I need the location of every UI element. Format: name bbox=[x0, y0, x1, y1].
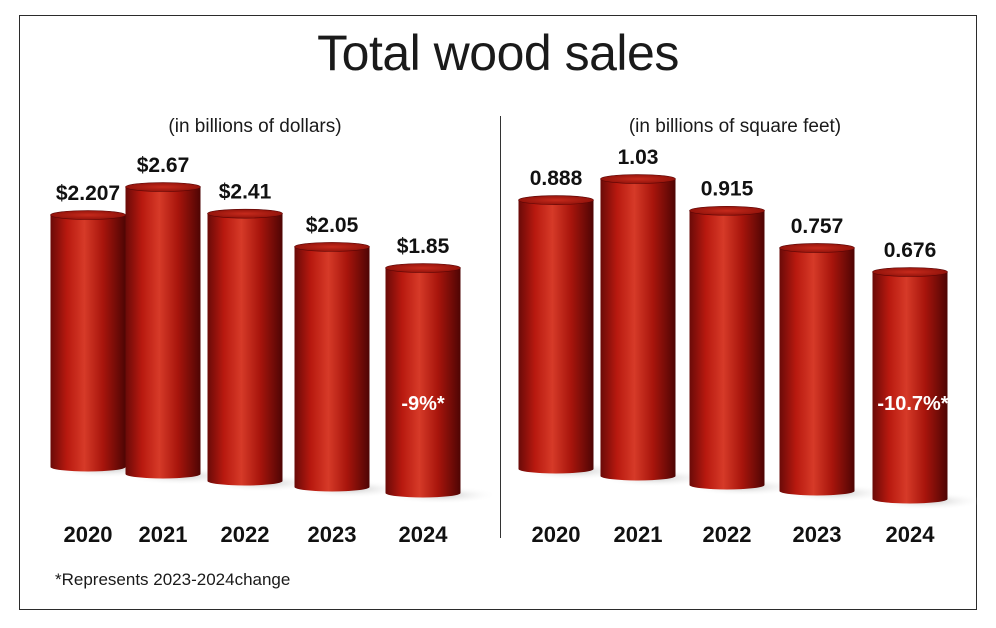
left-chart-panel: $2.207 2020 $2.67 2021 $2.41 2022 $2.05 2023 $1.… bbox=[49, 154, 498, 547]
right-panel-subtitle: (in billions of square feet) bbox=[628, 116, 842, 137]
year-label: 2021 bbox=[139, 522, 188, 547]
bar-top bbox=[294, 242, 370, 252]
value-label: $1.85 bbox=[397, 235, 450, 258]
value-label: $2.207 bbox=[56, 182, 120, 205]
bar-body bbox=[50, 215, 126, 472]
right-chart-panel: 0.888 2020 1.03 2021 0.915 2022 0.757 2023 0.676… bbox=[517, 146, 985, 547]
bar-body bbox=[779, 247, 855, 496]
bar-2024 bbox=[871, 267, 985, 510]
chart-title: Total wood sales bbox=[317, 25, 679, 81]
bar-top bbox=[600, 174, 676, 184]
year-label: 2020 bbox=[64, 522, 113, 547]
value-label: 0.888 bbox=[530, 167, 583, 190]
bar-body bbox=[689, 210, 765, 490]
year-label: 2023 bbox=[793, 522, 842, 547]
value-label: $2.05 bbox=[306, 214, 359, 237]
bar-body bbox=[125, 187, 201, 479]
bar-top bbox=[50, 210, 126, 220]
footnote: *Represents 2023-2024change bbox=[55, 570, 291, 589]
year-label: 2022 bbox=[221, 522, 270, 547]
bar-2023 bbox=[778, 243, 892, 502]
year-label: 2020 bbox=[532, 522, 581, 547]
bar-top bbox=[518, 195, 594, 205]
bar-top bbox=[385, 263, 461, 273]
value-label: 0.676 bbox=[884, 239, 937, 262]
bar-body bbox=[207, 213, 283, 486]
bar-body bbox=[600, 179, 676, 481]
bar-2022 bbox=[206, 208, 320, 492]
bar-2022 bbox=[688, 205, 802, 496]
bar-top bbox=[872, 267, 948, 277]
change-annotation: -9%* bbox=[401, 393, 445, 415]
value-label: $2.41 bbox=[219, 181, 272, 204]
value-label: 0.915 bbox=[701, 178, 754, 201]
bar-body bbox=[385, 268, 461, 498]
change-annotation: -10.7%* bbox=[877, 393, 948, 415]
value-label: 1.03 bbox=[618, 146, 659, 169]
panel-divider bbox=[500, 116, 501, 538]
bar-body bbox=[518, 200, 594, 474]
bar-body bbox=[294, 246, 370, 492]
bar-2023 bbox=[293, 242, 407, 498]
bar-top bbox=[689, 205, 765, 216]
bar-2024 bbox=[384, 263, 498, 504]
bar-top bbox=[125, 182, 201, 192]
bar-2021 bbox=[599, 174, 713, 487]
year-label: 2021 bbox=[614, 522, 663, 547]
year-label: 2024 bbox=[399, 522, 449, 547]
year-label: 2022 bbox=[703, 522, 752, 547]
bar-body bbox=[872, 272, 948, 504]
value-label: 0.757 bbox=[791, 215, 844, 238]
bar-top bbox=[779, 243, 855, 253]
year-label: 2023 bbox=[308, 522, 357, 547]
value-label: $2.67 bbox=[137, 154, 190, 177]
left-panel-subtitle: (in billions of dollars) bbox=[168, 116, 342, 137]
bar-top bbox=[207, 208, 283, 219]
year-label: 2024 bbox=[886, 522, 936, 547]
